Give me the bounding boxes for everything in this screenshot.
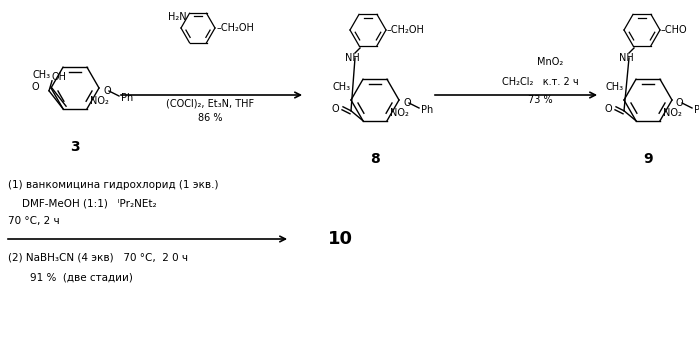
Text: DMF-MeOH (1:1)   ᴵPr₂NEt₂: DMF-MeOH (1:1) ᴵPr₂NEt₂ [22, 198, 157, 208]
Text: 73 %: 73 % [528, 95, 552, 105]
Text: CH₃: CH₃ [333, 82, 351, 92]
Text: 3: 3 [70, 140, 80, 154]
Text: O: O [331, 104, 339, 114]
Text: –CH₂OH: –CH₂OH [217, 23, 255, 33]
Text: O: O [676, 98, 684, 108]
Text: NO₂: NO₂ [90, 96, 109, 106]
Text: CH₂Cl₂   к.т. 2 ч: CH₂Cl₂ к.т. 2 ч [502, 77, 578, 87]
Text: H₂N: H₂N [168, 12, 187, 22]
Text: Ph: Ph [121, 93, 134, 103]
Text: (2) NaBH₃CN (4 экв)   70 °C,  2 0 ч: (2) NaBH₃CN (4 экв) 70 °C, 2 0 ч [8, 252, 188, 262]
Text: 10: 10 [328, 230, 352, 248]
Text: O: O [31, 82, 39, 92]
Text: Ph: Ph [694, 105, 699, 115]
Text: (1) ванкомицина гидрохлорид (1 экв.): (1) ванкомицина гидрохлорид (1 экв.) [8, 180, 219, 190]
Text: MnO₂: MnO₂ [537, 57, 563, 67]
Text: NH: NH [619, 53, 633, 63]
Text: 91 %  (две стадии): 91 % (две стадии) [30, 272, 133, 282]
Text: O: O [403, 98, 410, 108]
Text: O: O [605, 104, 612, 114]
Text: (COCl)₂, Et₃N, THF: (COCl)₂, Et₃N, THF [166, 98, 254, 108]
Text: 86 %: 86 % [198, 113, 222, 123]
Text: NO₂: NO₂ [663, 108, 682, 118]
Text: 70 °C, 2 ч: 70 °C, 2 ч [8, 216, 59, 226]
Text: 9: 9 [643, 152, 653, 166]
Text: –CHO: –CHO [661, 25, 688, 35]
Text: OH: OH [51, 72, 66, 82]
Text: Ph: Ph [421, 105, 433, 115]
Text: 8: 8 [370, 152, 380, 166]
Text: –CH₂OH: –CH₂OH [387, 25, 425, 35]
Text: O: O [103, 86, 110, 96]
Text: NH: NH [345, 53, 359, 63]
Text: CH₃: CH₃ [606, 82, 624, 92]
Text: NO₂: NO₂ [390, 108, 409, 118]
Text: CH₃: CH₃ [33, 70, 51, 80]
